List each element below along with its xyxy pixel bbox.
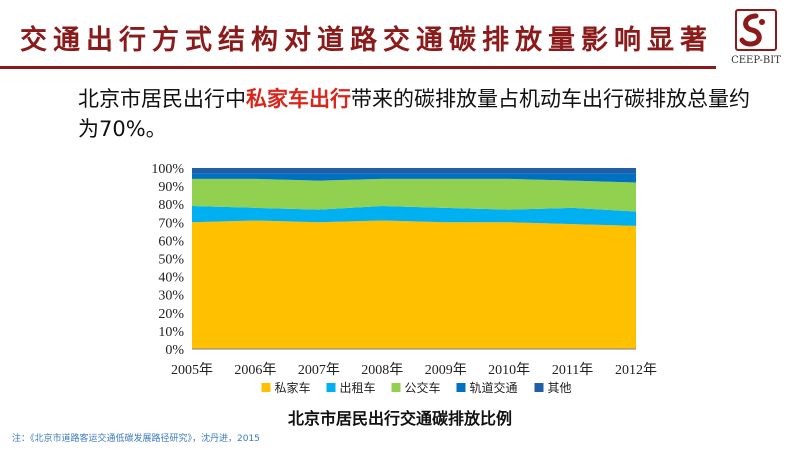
area-series-0 — [192, 220, 636, 349]
logo-emblem-icon — [735, 9, 777, 51]
headline-suffix: 带来的碳排放量占机动车出行碳排放总量约为70%。 — [78, 87, 750, 141]
chart-caption: 北京市居民出行交通碳排放比例 — [287, 409, 512, 428]
area-series-3 — [192, 173, 636, 183]
headline-prefix: 北京市居民出行中 — [78, 87, 246, 111]
y-tick-label: 80% — [158, 198, 184, 213]
legend-swatch-4 — [534, 383, 544, 392]
x-tick-label: 2010年 — [488, 362, 530, 378]
legend-label-3: 轨道交通 — [470, 380, 518, 395]
headline-highlight: 私家车出行 — [246, 87, 351, 111]
x-tick-label: 2008年 — [361, 362, 403, 378]
x-tick-label: 2007年 — [298, 362, 340, 378]
legend-label-1: 出租车 — [340, 380, 376, 395]
x-tick-label: 2012年 — [615, 362, 657, 378]
x-tick-label: 2009年 — [425, 362, 467, 378]
y-tick-label: 0% — [165, 343, 184, 358]
logo-text: CEEP-BIT — [731, 55, 781, 66]
x-tick-label: 2005年 — [171, 362, 213, 378]
slide-title: 交通出行方式结构对道路交通碳排放量影响显著 — [20, 25, 713, 56]
legend-swatch-0 — [261, 383, 271, 392]
y-tick-label: 40% — [158, 271, 184, 286]
x-tick-label: 2011年 — [552, 362, 593, 378]
y-tick-label: 100% — [151, 162, 184, 177]
legend-swatch-3 — [456, 383, 466, 392]
y-tick-label: 60% — [158, 234, 184, 249]
y-tick-label: 20% — [158, 307, 184, 322]
y-tick-label: 10% — [158, 325, 184, 340]
legend-label-0: 私家车 — [275, 380, 311, 395]
y-tick-label: 50% — [158, 253, 184, 268]
headline: 北京市居民出行中私家车出行带来的碳排放量占机动车出行碳排放总量约为70%。 — [78, 84, 768, 144]
title-divider — [0, 66, 716, 69]
legend-swatch-1 — [326, 383, 336, 392]
legend-label-2: 公交车 — [405, 380, 441, 395]
y-tick-label: 90% — [158, 180, 184, 195]
x-tick-label: 2006年 — [234, 362, 276, 378]
legend-label-4: 其他 — [548, 381, 572, 395]
area-series-2 — [192, 178, 636, 212]
legend-swatch-2 — [391, 383, 401, 392]
ceep-bit-logo: CEEP-BIT — [718, 8, 794, 68]
y-tick-label: 70% — [158, 216, 184, 231]
area-series-1 — [192, 206, 636, 226]
y-tick-label: 30% — [158, 289, 184, 304]
area-series-4 — [192, 168, 636, 174]
footnote: 注：《北京市道路客运交通低碳发展路径研究》，沈丹进，2015 — [12, 434, 260, 444]
stacked-area-chart: 0% 10% 20% 30% 40% 50% 60% 70% 80% 90% 100% 2005年 20… — [151, 162, 657, 395]
